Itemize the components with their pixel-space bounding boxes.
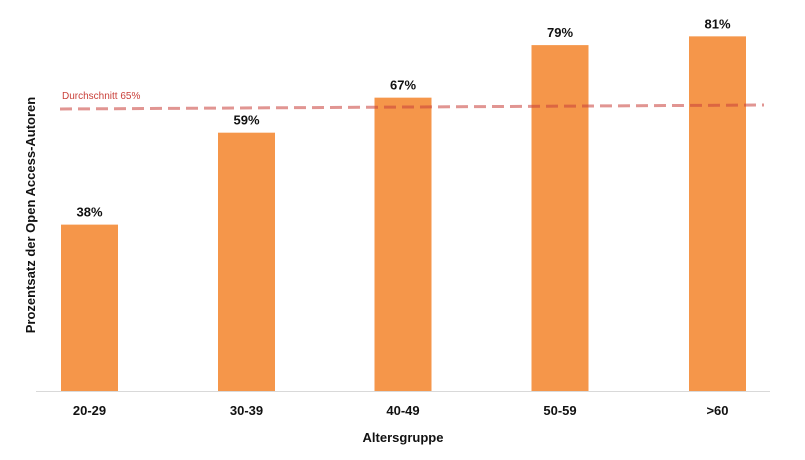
bar-30-39: [218, 132, 275, 391]
bar->60: [689, 36, 746, 391]
value-label-40-49: 67%: [390, 78, 416, 93]
value-label-20-29: 38%: [76, 205, 102, 220]
x-tick->60: >60: [706, 403, 728, 418]
bars-group: [61, 36, 746, 392]
value-labels-group: 38% 59% 67% 79% 81%: [76, 16, 730, 219]
value-label-30-39: 59%: [233, 113, 259, 128]
x-tick-20-29: 20-29: [73, 403, 106, 418]
bar-20-29: [61, 224, 118, 391]
average-reference-label: Durchschnitt 65%: [62, 91, 140, 102]
average-reference-line: [59, 103, 765, 111]
y-axis-title: Prozentsatz der Open Access-Autoren: [23, 97, 38, 334]
bar-40-49: [374, 97, 432, 391]
bar-50-59: [531, 45, 589, 392]
value-label-50-59: 79%: [547, 25, 573, 40]
x-tick-30-39: 30-39: [230, 403, 263, 418]
x-tick-50-59: 50-59: [543, 403, 576, 418]
x-tick-labels-group: 20-29 30-39 40-49 50-59 >60: [73, 403, 729, 418]
x-tick-40-49: 40-49: [386, 403, 419, 418]
x-axis-title: Altersgruppe: [363, 430, 444, 445]
value-label->60: 81%: [704, 16, 730, 31]
